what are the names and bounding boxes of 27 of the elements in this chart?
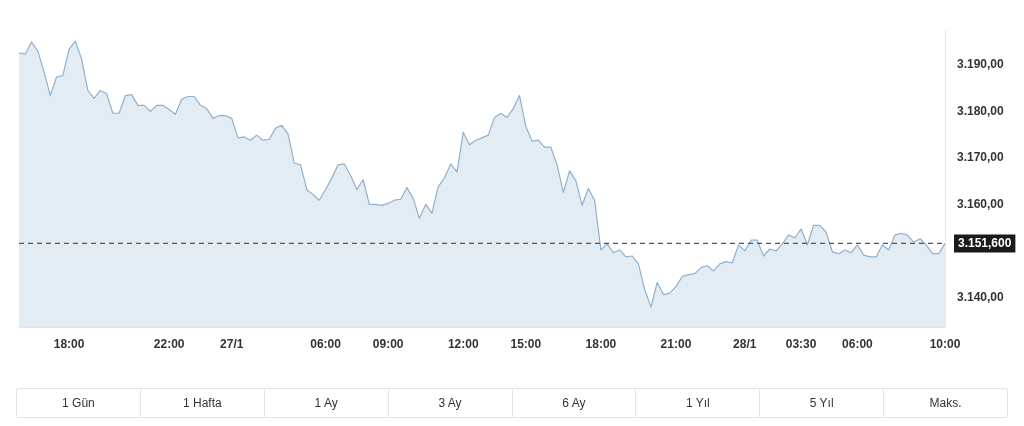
y-tick-label: 3.180,00 [957,103,1005,118]
text: 1 Ay [263,389,388,417]
text: 1 Gün [61,395,96,412]
x-tick-label: 09:00 [372,337,404,352]
x-tick-label: 22:00 [153,337,185,352]
text: 3 Ay [387,389,512,417]
x-tick-label: 03:30 [785,337,817,352]
x-tick-label: 27/1 [220,337,244,352]
x-tick-label: 06:00 [310,337,342,352]
x-tick-label: 06:00 [842,337,874,352]
y-tick-label: 3.160,00 [957,196,1005,211]
y-tick-label: 3.170,00 [957,150,1005,165]
x-tick-label: 10:00 [929,337,961,352]
x-tick-label: 12:00 [447,337,479,352]
text: 5 Yıl [759,389,884,417]
text: 1 Yıl [635,389,760,417]
text: 6 Ay [511,389,636,417]
x-tick-label: 18:00 [585,337,617,352]
text: Maks. [883,389,1007,417]
y-tick-label: 3.190,00 [957,57,1005,72]
y-tick-label: 3.140,00 [957,289,1005,304]
x-tick-label: 21:00 [660,337,692,352]
x-tick-label: 28/1 [733,337,757,352]
x-tick-label: 18:00 [53,337,85,352]
ref-line-label: 3.151,600 [958,235,1012,250]
text: 1 Hafta [139,389,264,417]
x-tick-label: 15:00 [510,337,542,352]
